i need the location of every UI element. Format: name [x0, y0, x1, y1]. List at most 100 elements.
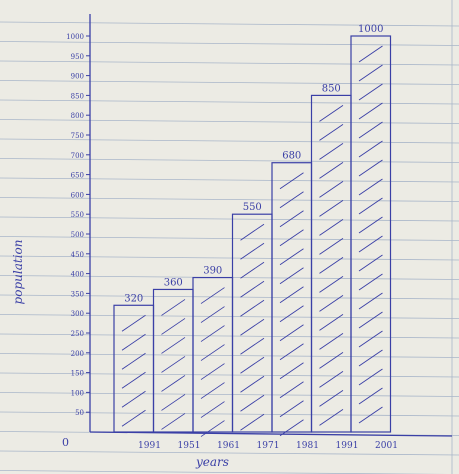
hatch-stroke [358, 330, 383, 348]
hatch-stroke [319, 200, 344, 217]
hatch-stroke [358, 349, 383, 367]
ruled-line [0, 119, 459, 124]
hatch-stroke [319, 276, 344, 293]
ruled-line [0, 41, 459, 46]
y-tick-label: 400 [71, 271, 84, 279]
hatch-stroke [121, 371, 146, 389]
hatch-stroke [319, 409, 344, 426]
hatch-stroke [200, 344, 225, 361]
hatch-stroke [279, 305, 304, 323]
hatch-stroke [161, 375, 186, 392]
y-tick-label: 550 [71, 211, 84, 219]
y-tick-label: 850 [71, 92, 84, 100]
y-tick-label: 700 [71, 152, 84, 160]
ruled-line [0, 80, 459, 85]
y-tick-label: 1000 [66, 33, 84, 41]
hatch-stroke [240, 223, 265, 241]
x-tick-label: 1951 [178, 441, 201, 451]
y-tick-label: 950 [71, 53, 84, 61]
x-tick-label: 1981 [296, 441, 319, 451]
hatch-stroke [279, 172, 304, 190]
bar [350, 35, 392, 433]
hatch-stroke [279, 400, 304, 418]
y-tick-labels: 50 100 150 200 250 300 350 400 450 500 550 600 650 70… [66, 33, 90, 417]
x-axis [89, 431, 453, 437]
origin-label: 0 [62, 436, 69, 449]
y-axis-label: population [11, 240, 25, 305]
hatch-stroke [279, 210, 304, 228]
ruled-line [0, 372, 459, 378]
hatch-stroke [358, 311, 383, 329]
x-tick-label: 1991 [336, 441, 359, 451]
ruled-line [0, 138, 459, 144]
hatch-stroke [358, 197, 383, 215]
x-tick-label: 2001 [375, 441, 398, 451]
hatch-stroke [358, 178, 383, 196]
bar [310, 94, 352, 433]
hatch-stroke [358, 235, 383, 253]
hatch-stroke [161, 394, 186, 411]
ruled-line [0, 470, 448, 474]
y-tick-label: 250 [71, 330, 84, 338]
y-tick-label: 500 [71, 231, 84, 239]
bars [113, 35, 392, 437]
y-tick-label: 100 [71, 389, 84, 397]
ruled-line [0, 255, 459, 261]
bar-outline [231, 213, 273, 433]
hatch-stroke [279, 381, 304, 399]
hatch-stroke [240, 337, 265, 355]
hatch-stroke [240, 375, 265, 393]
hatch-stroke [319, 390, 344, 407]
hatch-stroke [200, 382, 225, 399]
hatch-stroke [161, 356, 186, 373]
hatch-stroke [358, 64, 383, 82]
hatch-stroke [161, 337, 186, 354]
hatch-stroke [319, 219, 344, 236]
ruled-line [0, 177, 459, 183]
hatch-stroke [319, 314, 344, 331]
hatch-stroke [240, 299, 265, 317]
ruled-line [0, 392, 459, 397]
x-tick-labels: 1991 1951 1961 1971 1981 1991 2001 [138, 441, 398, 451]
hatch-stroke [161, 299, 186, 316]
hatch-stroke [358, 83, 383, 101]
hatch-stroke [358, 159, 383, 177]
y-tick-label: 200 [71, 350, 84, 358]
hatch-stroke [319, 124, 344, 141]
value-label: 1000 [358, 24, 383, 35]
hatch-stroke [358, 102, 383, 120]
hatch-stroke [319, 295, 344, 312]
value-label: 550 [243, 202, 262, 213]
ruled-line [0, 236, 459, 241]
hatch-stroke [319, 352, 344, 369]
x-tick-label: 1991 [138, 441, 161, 451]
y-tick-label: 900 [71, 73, 84, 81]
bar [231, 213, 273, 433]
hatch-stroke [319, 371, 344, 388]
ruled-line [0, 294, 459, 300]
hatch-stroke [279, 286, 304, 304]
hatch-stroke [200, 306, 225, 323]
hatch-stroke [319, 238, 344, 255]
hatch-stroke [240, 318, 265, 336]
ruled-line [0, 197, 459, 202]
hatch-stroke [200, 420, 225, 437]
ruled-line [0, 353, 459, 358]
hatch-stroke [121, 409, 146, 427]
hatch-stroke [200, 325, 225, 342]
bar [192, 276, 234, 437]
value-label: 390 [203, 266, 222, 277]
y-tick-label: 800 [71, 112, 84, 120]
value-label: 680 [282, 151, 301, 162]
bar-outline [152, 288, 194, 433]
y-tick-label: 650 [71, 172, 84, 180]
y-tick-label: 450 [71, 251, 84, 259]
y-tick-label: 50 [75, 409, 84, 417]
hatch-stroke [161, 318, 186, 335]
hatch-stroke [161, 413, 186, 430]
hatch-stroke [319, 257, 344, 274]
value-label: 850 [322, 83, 341, 94]
hatch-stroke [240, 280, 265, 298]
hatch-stroke [240, 394, 265, 412]
hatch-stroke [319, 162, 344, 179]
